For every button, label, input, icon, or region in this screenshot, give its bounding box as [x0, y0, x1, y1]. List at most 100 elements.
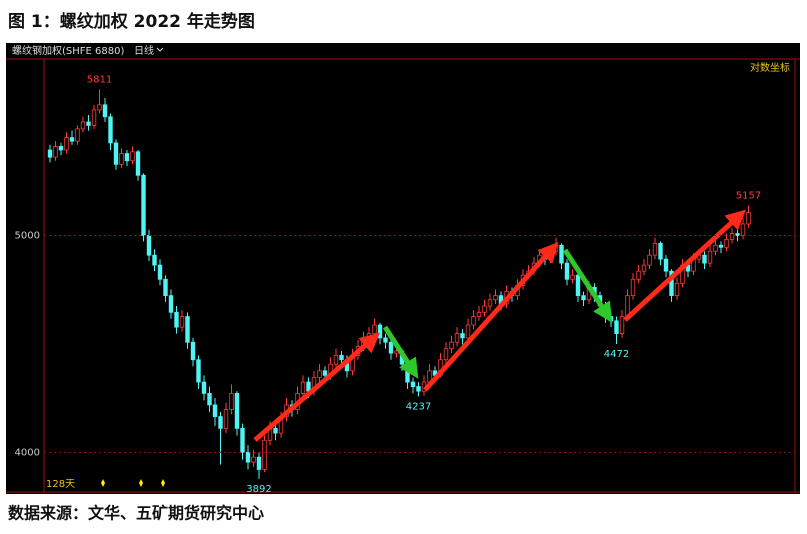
candle-body — [91, 109, 97, 126]
candle-body — [658, 242, 663, 260]
candle-body — [80, 121, 86, 130]
candle-body — [124, 153, 130, 162]
candle-body — [108, 116, 113, 144]
candle-body — [190, 341, 196, 361]
candle-body — [454, 333, 460, 343]
candle-body — [647, 254, 652, 266]
extreme-label: 5157 — [736, 190, 761, 201]
candle-body — [113, 142, 119, 165]
candle-body — [168, 295, 174, 313]
candle-body — [559, 244, 564, 264]
candle-body — [581, 295, 586, 301]
candle-body — [300, 381, 306, 394]
candle-body — [163, 278, 168, 297]
candle-body — [141, 174, 146, 236]
candle-body — [273, 427, 278, 434]
extreme-label: 4237 — [406, 401, 431, 412]
candle-body — [196, 359, 201, 383]
candle-body — [97, 104, 102, 111]
candle-body — [746, 212, 751, 225]
candle-body — [218, 416, 223, 429]
candle-body — [449, 341, 454, 350]
up-trend-arrow — [253, 332, 381, 442]
figure-title: 图 1：螺纹加权 2022 年走势图 — [8, 11, 255, 32]
candle-body — [735, 233, 740, 236]
up-trend-arrow — [423, 242, 559, 392]
candle-body — [339, 354, 344, 361]
down-trend-arrow — [562, 248, 613, 323]
candle-body — [652, 242, 658, 256]
dropdown-icon[interactable] — [156, 47, 164, 52]
candle-body — [245, 451, 251, 463]
candle-body — [223, 409, 229, 429]
days-label: 128天 — [46, 479, 75, 490]
period-label: 日线 — [134, 44, 154, 57]
candle-body — [383, 337, 388, 343]
candle-body — [102, 104, 108, 118]
down-trend-arrow — [382, 325, 419, 379]
candle-body — [240, 427, 245, 453]
candle-body — [119, 153, 124, 165]
candle-body — [262, 439, 267, 470]
candle-body — [724, 239, 729, 248]
candle-body — [179, 316, 185, 328]
candle-body — [564, 262, 570, 280]
extreme-label: 4472 — [604, 349, 629, 360]
candle-body — [234, 393, 240, 429]
candle-body — [476, 311, 482, 317]
candle-body — [256, 456, 262, 470]
candle-body — [333, 354, 339, 365]
candle-body — [702, 254, 707, 264]
candle-body — [619, 316, 625, 334]
candle-body — [69, 137, 75, 142]
candle-body — [729, 233, 735, 240]
candle-body — [58, 146, 64, 151]
candle-body — [207, 393, 212, 406]
candle-body — [614, 320, 619, 334]
candle-body — [201, 381, 207, 394]
candle-body — [570, 274, 575, 280]
candle-body — [146, 235, 152, 256]
candle-body — [487, 299, 493, 307]
scale-label[interactable]: 对数坐标 — [750, 61, 790, 74]
candle-body — [443, 348, 449, 361]
candle-body — [553, 244, 559, 252]
instrument-label: 螺纹钢加权(SHFE 6880) — [12, 44, 124, 57]
candle-body — [174, 311, 179, 328]
candle-body — [713, 244, 718, 252]
event-marker — [101, 479, 105, 487]
candle-body — [707, 250, 713, 264]
candle-body — [75, 128, 80, 142]
y-tick-label: 4000 — [15, 447, 40, 458]
extreme-label: 5811 — [87, 74, 112, 85]
candle-body — [410, 381, 416, 387]
candle-body — [674, 282, 680, 297]
candle-body — [251, 456, 256, 463]
candle-body — [130, 151, 135, 162]
trend-arrows — [253, 209, 746, 442]
candle-body — [157, 264, 163, 280]
candle-body — [641, 264, 647, 272]
event-marker — [139, 479, 143, 487]
extreme-label: 3892 — [246, 484, 271, 495]
y-tick-label: 5000 — [15, 231, 40, 242]
candle-body — [493, 295, 498, 301]
candle-body — [471, 316, 476, 326]
candle-body — [416, 386, 421, 392]
candle-body — [53, 146, 58, 158]
candle-body — [669, 270, 674, 297]
candle-body — [740, 223, 746, 236]
candle-body — [212, 404, 218, 417]
candle-body — [718, 244, 724, 248]
candle-body — [460, 333, 465, 339]
candle-body — [465, 324, 471, 339]
candle-body — [47, 149, 53, 158]
candle-body — [372, 324, 377, 334]
up-trend-arrow — [623, 209, 746, 322]
candle-body — [377, 324, 383, 339]
event-marker — [161, 479, 165, 487]
candle-body — [388, 341, 394, 354]
candle-body — [575, 274, 581, 297]
